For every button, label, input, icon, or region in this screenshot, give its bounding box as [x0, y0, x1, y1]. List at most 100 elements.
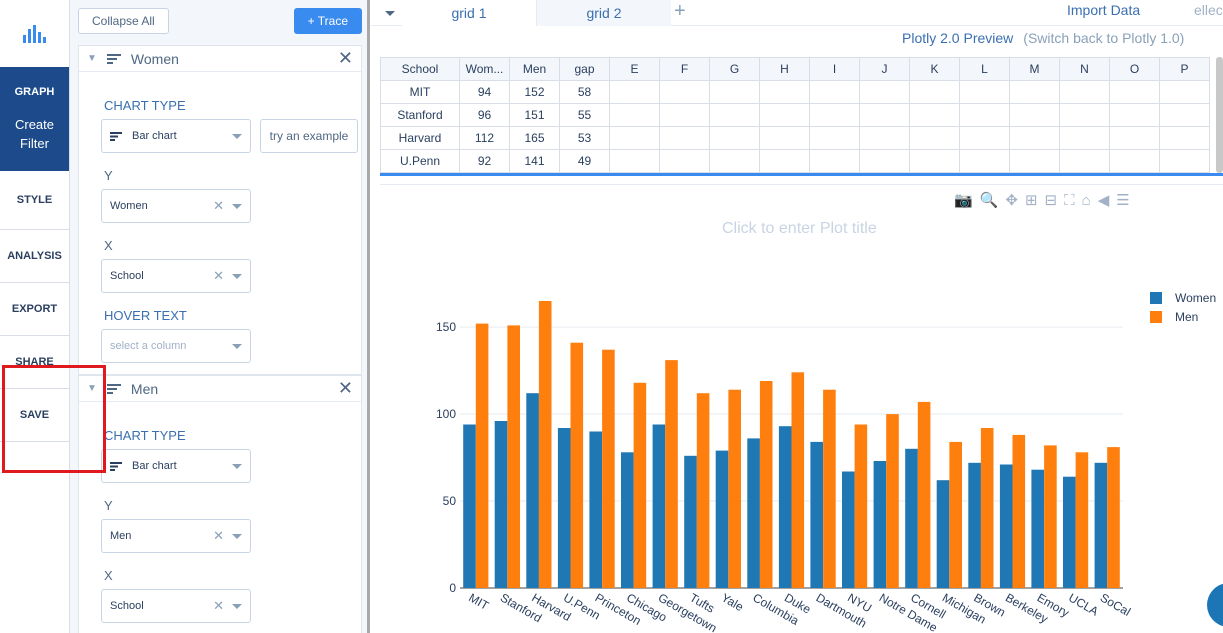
help-chat-icon[interactable]: [1207, 583, 1223, 627]
user-name[interactable]: ellec: [1194, 2, 1223, 18]
grid-header-cell[interactable]: O: [1109, 57, 1160, 81]
bar-men-cornell[interactable]: [917, 401, 931, 588]
grid-cell[interactable]: [1059, 80, 1110, 104]
bar-men-michigan[interactable]: [949, 441, 962, 588]
grid-cell[interactable]: [859, 80, 910, 104]
hover-closest-icon[interactable]: ◀: [1097, 192, 1110, 209]
grid-cell[interactable]: 151: [509, 103, 560, 127]
grid-cell[interactable]: 53: [559, 126, 610, 150]
bar-women-stanford[interactable]: [494, 421, 508, 588]
grid-cell[interactable]: [1009, 149, 1060, 173]
grid-cell[interactable]: [709, 103, 760, 127]
grid-cell[interactable]: [1009, 103, 1060, 127]
bar-women-princeton[interactable]: [589, 431, 602, 589]
grid-cell[interactable]: [909, 149, 960, 173]
bar-men-berkeley[interactable]: [1012, 434, 1026, 588]
grid-cell[interactable]: [1159, 103, 1210, 127]
chevron-down-icon[interactable]: ▼: [87, 53, 97, 64]
y-dropdown[interactable]: Men ✕: [101, 519, 251, 553]
zoom-in-icon[interactable]: ⊞: [1024, 192, 1038, 209]
grid-cell[interactable]: [759, 149, 810, 173]
autoscale-icon[interactable]: ⛶: [1064, 191, 1075, 209]
grid-cell[interactable]: [909, 126, 960, 150]
grid-cell[interactable]: [709, 149, 760, 173]
grid-cell[interactable]: 152: [509, 80, 560, 104]
grid-cell[interactable]: [809, 80, 860, 104]
bar-women-berkeley[interactable]: [999, 464, 1013, 589]
grid-cell[interactable]: [609, 126, 660, 150]
bar-women-duke[interactable]: [778, 426, 792, 588]
grid-cell[interactable]: [709, 80, 760, 104]
bar-men-yale[interactable]: [728, 389, 741, 588]
grid-cell[interactable]: [759, 80, 810, 104]
bar-men-socal[interactable]: [1107, 447, 1120, 588]
plotly-logo-icon[interactable]: [0, 0, 69, 67]
bar-women-mit[interactable]: [463, 424, 476, 589]
add-trace-button[interactable]: + Trace: [293, 8, 362, 34]
chevron-down-icon[interactable]: ▼: [87, 383, 97, 394]
bar-men-ucla[interactable]: [1075, 452, 1089, 588]
bar-women-notre-dame[interactable]: [873, 461, 887, 588]
grid-cell[interactable]: 96: [459, 103, 510, 127]
grid-cell[interactable]: [1159, 149, 1210, 173]
legend-item-women[interactable]: Women: [1150, 291, 1216, 305]
grid-header-cell[interactable]: E: [609, 57, 660, 81]
grid-cell[interactable]: 58: [559, 80, 610, 104]
grid-cell[interactable]: [859, 149, 910, 173]
bar-women-u-penn[interactable]: [557, 428, 571, 588]
bar-men-princeton[interactable]: [602, 349, 615, 588]
bar-women-nyu[interactable]: [842, 471, 855, 589]
grid-header-cell[interactable]: gap: [559, 57, 610, 81]
bar-men-dartmouth[interactable]: [823, 389, 836, 588]
grid-cell[interactable]: 92: [459, 149, 510, 173]
grid-cell[interactable]: [1059, 149, 1110, 173]
import-data-link[interactable]: Import Data: [1067, 2, 1141, 18]
grid-cell[interactable]: [809, 126, 860, 150]
grid-header-cell[interactable]: J: [859, 57, 910, 81]
grid-cell[interactable]: [709, 126, 760, 150]
bar-men-nyu[interactable]: [854, 424, 868, 589]
grid-cell[interactable]: [959, 126, 1010, 150]
try-example-button[interactable]: try an example: [260, 119, 358, 153]
bar-women-cornell[interactable]: [905, 448, 918, 588]
bar-men-tufts[interactable]: [696, 393, 710, 588]
grid-cell[interactable]: [759, 126, 810, 150]
grid-cell[interactable]: [1059, 126, 1110, 150]
grid-header-cell[interactable]: School: [380, 57, 460, 81]
grid-cell[interactable]: Stanford: [380, 103, 460, 127]
x-dropdown[interactable]: School ✕: [101, 589, 251, 623]
bar-men-emory[interactable]: [1044, 445, 1057, 588]
bar-men-brown[interactable]: [980, 428, 994, 588]
grid-cell[interactable]: 141: [509, 149, 560, 173]
grid-cell[interactable]: [1109, 149, 1160, 173]
tab-grid-1[interactable]: grid 1: [402, 0, 537, 26]
bar-women-emory[interactable]: [1031, 469, 1044, 588]
grid-header-cell[interactable]: F: [659, 57, 710, 81]
legend-item-men[interactable]: Men: [1150, 310, 1216, 324]
grid-cell[interactable]: [859, 126, 910, 150]
grid-cell[interactable]: [1009, 80, 1060, 104]
grid-cell[interactable]: [1109, 126, 1160, 150]
bar-men-mit[interactable]: [475, 323, 489, 588]
grid-cell[interactable]: 112: [459, 126, 510, 150]
clear-icon[interactable]: ✕: [213, 268, 224, 283]
bar-men-columbia[interactable]: [759, 381, 773, 588]
trace-header[interactable]: ▼ Women ✕: [79, 46, 361, 72]
clear-icon[interactable]: ✕: [213, 598, 224, 613]
grid-cell[interactable]: [1109, 80, 1160, 104]
bar-women-chicago[interactable]: [621, 452, 634, 588]
grid-cell[interactable]: [959, 103, 1010, 127]
hover-text-dropdown[interactable]: select a column: [101, 329, 251, 363]
grid-cell[interactable]: 49: [559, 149, 610, 173]
nav-analysis[interactable]: ANALYSIS: [0, 230, 69, 283]
bar-men-georgetown[interactable]: [665, 360, 678, 588]
grid-header-cell[interactable]: L: [959, 57, 1010, 81]
bar-women-dartmouth[interactable]: [810, 441, 823, 588]
grid-scrollbar[interactable]: [1216, 57, 1223, 173]
bar-men-stanford[interactable]: [507, 325, 520, 588]
grid-cell[interactable]: [609, 149, 660, 173]
grid-cell[interactable]: [859, 103, 910, 127]
bar-men-notre-dame[interactable]: [886, 414, 899, 588]
grid-cell[interactable]: [959, 80, 1010, 104]
grid-cell[interactable]: [1009, 126, 1060, 150]
